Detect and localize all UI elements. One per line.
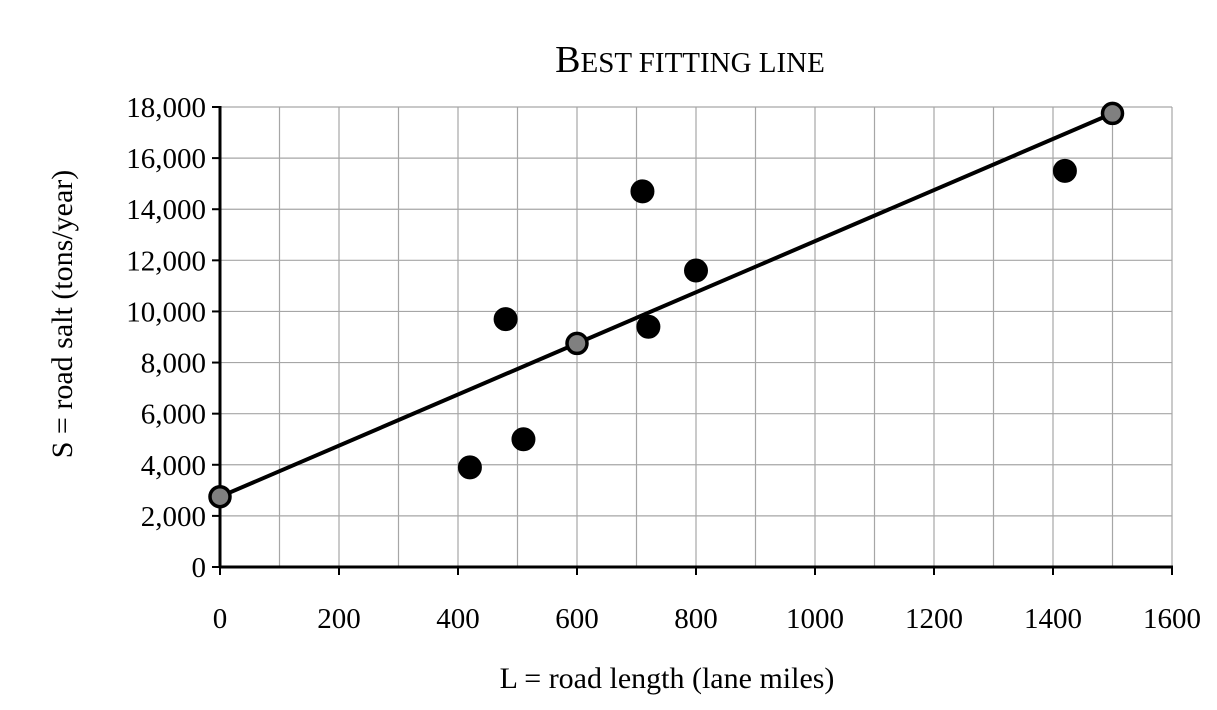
x-tick-label: 200 <box>317 603 361 635</box>
y-tick-label: 4,000 <box>141 450 206 482</box>
fit-line-point <box>1100 101 1125 126</box>
y-tick-label: 16,000 <box>126 143 206 175</box>
y-tick-label: 14,000 <box>126 194 206 226</box>
x-tick-label: 1400 <box>1024 603 1082 635</box>
best-fit-line-layer <box>219 111 1114 499</box>
x-tick-label: 1600 <box>1143 603 1201 635</box>
y-tick-label: 8,000 <box>141 348 206 380</box>
best-fit-line <box>219 111 1114 499</box>
data-point <box>630 179 655 204</box>
y-tick-label: 2,000 <box>141 501 206 533</box>
y-tick-label: 12,000 <box>126 245 206 277</box>
tick-labels: 0 2,000 4,000 6,000 8,000 10,000 12,000 14,000 1… <box>126 92 1201 635</box>
y-tick-label: 18,000 <box>126 92 206 124</box>
chart-title-rest: EST FITTING LINE <box>581 47 825 79</box>
x-tick-label: 1000 <box>786 603 844 635</box>
y-axis-label: S = road salt (tons/year) <box>46 170 79 459</box>
data-point <box>684 258 708 283</box>
y-tick-label: 0 <box>192 552 207 584</box>
data-point <box>511 427 536 452</box>
x-tick-label: 1200 <box>905 603 963 635</box>
points-layer <box>208 101 1125 509</box>
grid <box>220 106 1173 567</box>
x-tick-label: 600 <box>555 603 599 635</box>
chart-title-first-letter: B <box>555 39 580 81</box>
data-point <box>1052 158 1077 183</box>
data-point <box>636 314 661 339</box>
x-axis-label: L = road length (lane miles) <box>500 662 835 695</box>
x-tick-label: 400 <box>436 603 480 635</box>
x-tick-label: 0 <box>213 603 228 635</box>
axes <box>212 106 1173 575</box>
chart-title: BEST FITTING LINE <box>555 39 825 81</box>
fit-line-point <box>208 484 232 509</box>
y-tick-label: 10,000 <box>126 296 206 328</box>
data-point <box>457 455 482 480</box>
data-point <box>493 307 518 332</box>
x-tick-label: 800 <box>674 603 718 635</box>
fit-line-point <box>565 331 589 356</box>
y-tick-label: 6,000 <box>141 399 206 431</box>
